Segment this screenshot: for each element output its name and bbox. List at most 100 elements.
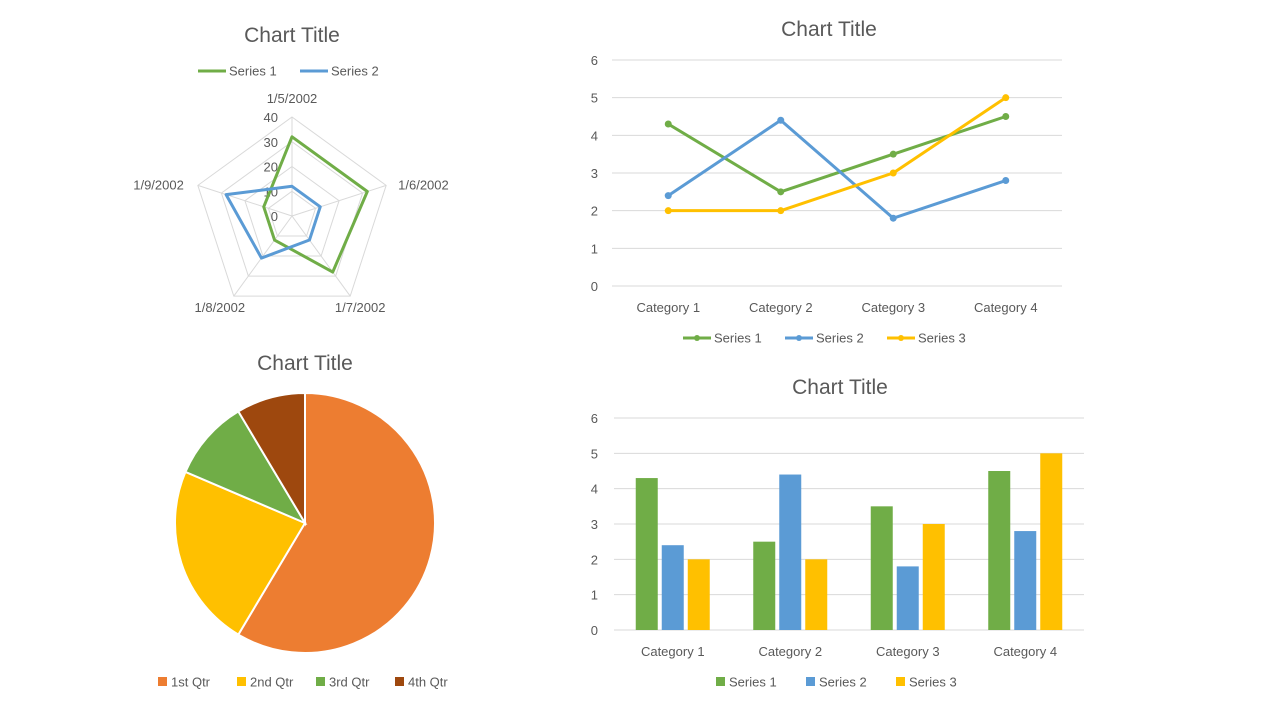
bar-x-tick-4: Category 4 [993,644,1057,659]
bar-plot: 0 1 2 3 4 5 6 Category 1 Category 2 Category 3 Cat… [591,411,1084,659]
legend-label-2: Series 2 [331,64,379,79]
line-series-1-line [667,115,1007,194]
line-series-2-point-1 [664,192,672,200]
legend-label-1: Series 1 [229,64,277,79]
radar-gridline-3 [220,141,364,277]
bar-series-2-bar-3 [896,566,919,630]
bar-chart: Chart Title 0 1 2 3 4 5 6 Category 1 Category 2 C… [591,376,1084,690]
bar-y-tick-5: 5 [591,446,598,461]
legend-marker-3 [898,335,904,341]
line-plot: 0 1 2 3 4 5 6 Category 1 Category 2 Category 3 Cat… [591,53,1062,315]
legend-swatch-2 [237,677,246,686]
line-y-tick-2: 2 [591,204,598,219]
legend-marker-1 [694,335,700,341]
line-series-2-point-3 [889,214,897,222]
pie-plot [174,391,436,654]
radar-spoke-3 [291,215,351,297]
pie-chart-title: Chart Title [257,352,353,375]
radar-chart-title: Chart Title [244,24,340,47]
line-series-2-line [667,118,1007,220]
radar-category-label-2: 1/6/2002 [398,177,449,192]
bar-y-tick-6: 6 [591,411,598,426]
bar-chart-title: Chart Title [792,376,888,399]
bar-x-tick-1: Category 1 [641,644,705,659]
bar-series-1-bar-2 [753,541,776,630]
radar-tick-label-30: 30 [264,135,278,150]
line-series-1-point-1 [664,120,672,128]
line-y-tick-1: 1 [591,241,598,256]
legend-swatch-2 [806,677,815,686]
line-series-1-point-3 [889,150,897,158]
legend-marker-2 [796,335,802,341]
pie-legend: 1st Qtr 2nd Qtr 3rd Qtr 4th Qtr [158,675,448,690]
radar-series-1-line [262,135,369,274]
radar-category-label-1: 1/5/2002 [267,91,318,106]
radar-chart: Chart Title Series 1 Series 2 0102030401/… [133,24,449,315]
radar-series-2-line [224,184,322,260]
line-chart-title: Chart Title [781,18,877,41]
legend-label-1: Series 1 [714,331,762,346]
radar-tick-label-20: 20 [264,160,278,175]
radar-category-label-4: 1/8/2002 [195,300,246,315]
line-series-1-point-2 [777,188,785,196]
legend-swatch-1 [716,677,725,686]
line-y-tick-4: 4 [591,128,598,143]
legend-label-1: Series 1 [729,675,777,690]
line-x-tick-2: Category 2 [749,300,813,315]
line-x-tick-3: Category 3 [861,300,925,315]
line-y-tick-3: 3 [591,166,598,181]
line-legend: Series 1 Series 2 Series 3 [683,331,966,346]
legend-label-4: 4th Qtr [408,675,448,690]
line-x-tick-1: Category 1 [636,300,700,315]
bar-y-tick-0: 0 [591,623,598,638]
bar-y-tick-3: 3 [591,517,598,532]
bar-series-2-bar-4 [1014,531,1037,630]
bar-series-1-bar-1 [635,478,658,630]
bar-y-tick-4: 4 [591,482,598,497]
line-series-3-line [668,96,1007,213]
pie-chart: Chart Title 1st Qtr 2nd Qtr 3rd Qtr 4th Qtr [158,352,448,690]
legend-label-2: Series 2 [819,675,867,690]
line-chart: Chart Title 0 1 2 3 4 5 6 Category 1 Category 2 C… [591,18,1062,346]
bar-legend: Series 1 Series 2 Series 3 [716,675,957,690]
radar-gridline-1 [267,190,317,237]
bar-x-tick-3: Category 3 [876,644,940,659]
radar-gridline-4 [197,116,387,297]
legend-label-3: 3rd Qtr [329,675,370,690]
radar-spoke-5 [197,184,293,217]
legend-label-3: Series 3 [918,331,966,346]
legend-swatch-3 [316,677,325,686]
legend-label-1: 1st Qtr [171,675,211,690]
line-series-1-point-4 [1002,113,1010,120]
bar-x-tick-2: Category 2 [758,644,822,659]
line-y-tick-0: 0 [591,279,598,294]
radar-plot: 0102030401/5/20021/6/20021/7/20021/8/200… [133,91,449,315]
bar-series-2-bar-2 [779,474,802,630]
radar-category-label-5: 1/9/2002 [133,177,184,192]
pie-slice-3 [184,410,308,526]
bar-series-3-bar-2 [805,559,828,630]
line-series-2-point-4 [1002,177,1010,185]
pie-slice-2 [174,470,307,636]
bar-y-tick-2: 2 [591,552,598,567]
radar-category-label-3: 1/7/2002 [335,300,386,315]
radar-legend: Series 1 Series 2 [198,64,379,79]
radar-tick-label-0: 0 [271,209,278,224]
line-y-tick-5: 5 [591,91,598,106]
line-series-3-point-2 [777,207,785,215]
radar-tick-label-40: 40 [264,110,278,125]
bar-series-1-bar-4 [988,471,1011,630]
line-series-3-point-4 [1002,94,1010,102]
legend-swatch-4 [395,677,404,686]
radar-spoke-2 [291,184,387,217]
line-x-tick-4: Category 4 [974,300,1038,315]
radar-gridline-2 [244,165,340,257]
legend-swatch-3 [896,677,905,686]
line-series-3-point-3 [889,169,897,177]
bar-series-3-bar-1 [687,559,710,630]
legend-label-2: Series 2 [816,331,864,346]
bar-series-3-bar-4 [1040,453,1063,630]
legend-swatch-1 [158,677,167,686]
pie-slice-1 [236,391,436,654]
